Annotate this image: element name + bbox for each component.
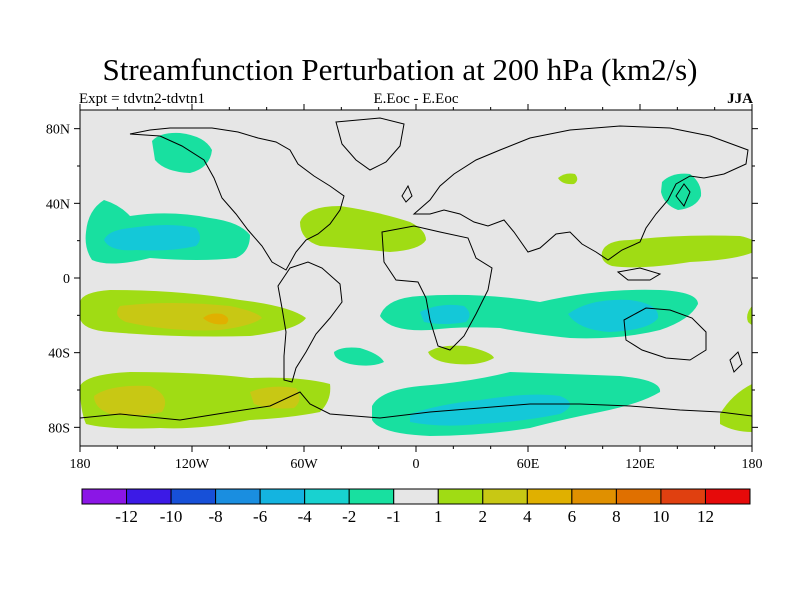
y-tick-label: 80S — [48, 421, 70, 436]
colorbar-label: -10 — [160, 507, 183, 526]
contour-fill-pos1-satlantic — [428, 345, 494, 365]
x-tick-label: 180 — [742, 457, 763, 472]
coastline-australia — [623, 307, 707, 361]
colorbar: -12 -10 -8 -6 -4 -2 -1 1 2 4 6 8 10 12 — [81, 488, 751, 526]
coastline-new-zealand — [729, 351, 743, 373]
coastline-greenland — [335, 117, 405, 171]
experiment-label: Expt = tdvtn2-tdvtn1 — [79, 91, 205, 107]
colorbar-label: -4 — [298, 507, 313, 526]
x-tick-label: 120E — [625, 457, 655, 472]
y-tick-label: 0 — [63, 272, 70, 287]
colorbar-label: 10 — [652, 507, 669, 526]
contour-fill-pos2-southpac-west — [94, 385, 166, 416]
contour-fill-pos1-asia — [558, 173, 578, 185]
contour-fill-pos2-southpac-east — [250, 386, 300, 409]
colorbar-swatch — [482, 488, 528, 505]
y-tick-label: 80N — [46, 123, 70, 138]
colorbar-label: -8 — [209, 507, 223, 526]
colorbar-label: 8 — [612, 507, 621, 526]
colorbar-label: 4 — [523, 507, 532, 526]
colorbar-swatch — [615, 488, 662, 505]
colorbar-swatch — [571, 488, 617, 505]
colorbar-swatch — [81, 488, 128, 505]
colorbar-swatch — [215, 488, 261, 505]
x-tick-label: 180 — [70, 457, 91, 472]
coastline-eurasia — [412, 125, 749, 261]
colorbar-label: 12 — [697, 507, 714, 526]
coastline-antarctica — [80, 391, 752, 421]
coastline-indonesia — [616, 267, 662, 281]
coastline-south-america — [277, 261, 343, 383]
y-tick-label: 40S — [48, 347, 70, 362]
coastline-north-america — [129, 127, 345, 271]
x-tick-label: 60W — [290, 457, 318, 472]
colorbar-swatch — [259, 488, 306, 505]
contour-fill-neg1-alaska — [152, 132, 212, 173]
colorbar-swatch — [170, 488, 217, 505]
contour-fills — [80, 132, 752, 436]
colorbar-label: -2 — [342, 507, 356, 526]
contour-fill-neg1-sam — [334, 347, 384, 366]
colorbar-swatch — [304, 488, 350, 505]
colorbar-label: 2 — [479, 507, 488, 526]
contour-fill-neg2-indian — [568, 299, 659, 332]
colorbar-swatch — [393, 488, 439, 505]
season-label: JJA — [727, 91, 753, 107]
contour-fill-pos1-southeast — [720, 384, 752, 432]
coastlines — [80, 117, 752, 421]
x-tick-label: 120W — [175, 457, 210, 472]
colorbar-swatch — [660, 488, 706, 505]
colorbar-swatch — [437, 488, 484, 505]
contour-fill-pos1-wpacific — [601, 235, 752, 268]
plot-title: Streamfunction Perturbation at 200 hPa (… — [102, 52, 698, 87]
colorbar-label: 6 — [568, 507, 577, 526]
colorbar-label: -6 — [253, 507, 267, 526]
colorbar-swatch — [526, 488, 573, 505]
y-tick-label: 40N — [46, 197, 70, 212]
coastline-uk — [401, 184, 413, 203]
contour-fill-neg1-japan — [661, 173, 702, 210]
coastline-japan — [675, 183, 691, 207]
contour-fill-pos1-atlantic — [300, 206, 426, 252]
contour-fill-pos4-spacific — [203, 313, 229, 325]
contour-fill-neg2-atlantic — [420, 304, 470, 324]
contour-fill-pos1-edge — [747, 306, 752, 325]
contour-fill-neg2-southocean — [410, 394, 570, 426]
colorbar-label: -12 — [115, 507, 138, 526]
case-label: E.Eoc - E.Eoc — [373, 91, 459, 107]
x-tick-label: 0 — [413, 457, 420, 472]
colorbar-swatch — [126, 488, 172, 505]
colorbar-label: -1 — [387, 507, 401, 526]
contour-fill-neg2-npacific — [104, 225, 200, 251]
axis-ticks: 180 120W 60W 0 60E 120E 180 80N 40N 0 40S 80S — [46, 104, 763, 472]
colorbar-label: 1 — [434, 507, 443, 526]
x-tick-label: 60E — [517, 457, 540, 472]
coastline-africa — [381, 225, 493, 351]
colorbar-swatch — [704, 488, 751, 505]
colorbar-swatch — [348, 488, 395, 505]
